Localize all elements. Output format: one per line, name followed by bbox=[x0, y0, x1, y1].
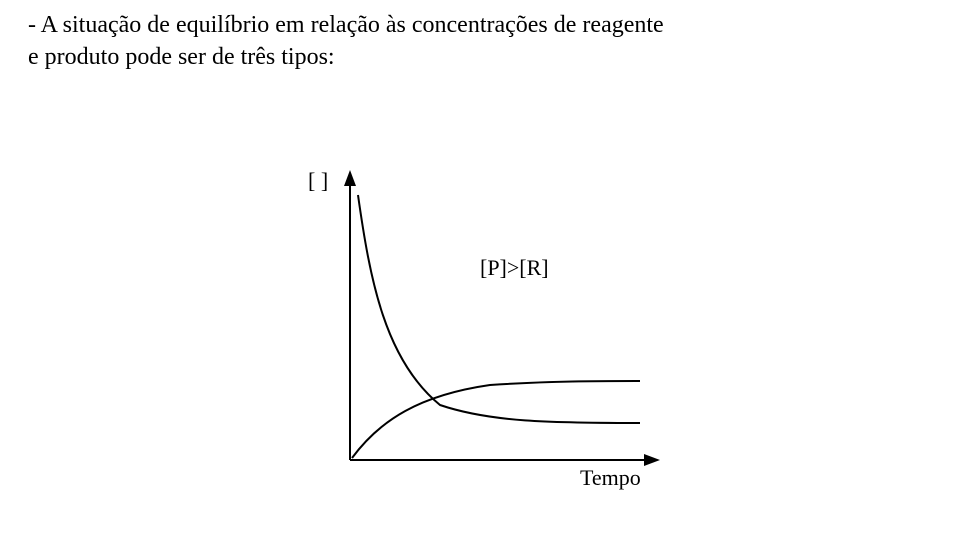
equilibrium-chart: [ ] [P]>[R] Tempo bbox=[290, 160, 690, 530]
chart-annotation: [P]>[R] bbox=[480, 255, 549, 281]
x-axis-label: Tempo bbox=[580, 465, 641, 491]
y-axis-label: [ ] bbox=[308, 168, 328, 194]
paragraph-line-2: e produto pode ser de três tipos: bbox=[28, 44, 335, 71]
chart-svg bbox=[290, 160, 690, 500]
y-axis-arrow bbox=[344, 170, 356, 186]
reagent-curve bbox=[358, 195, 640, 423]
product-curve bbox=[352, 381, 640, 458]
x-axis-arrow bbox=[644, 454, 660, 466]
paragraph-line-1: - A situação de equilíbrio em relação às… bbox=[28, 12, 664, 39]
